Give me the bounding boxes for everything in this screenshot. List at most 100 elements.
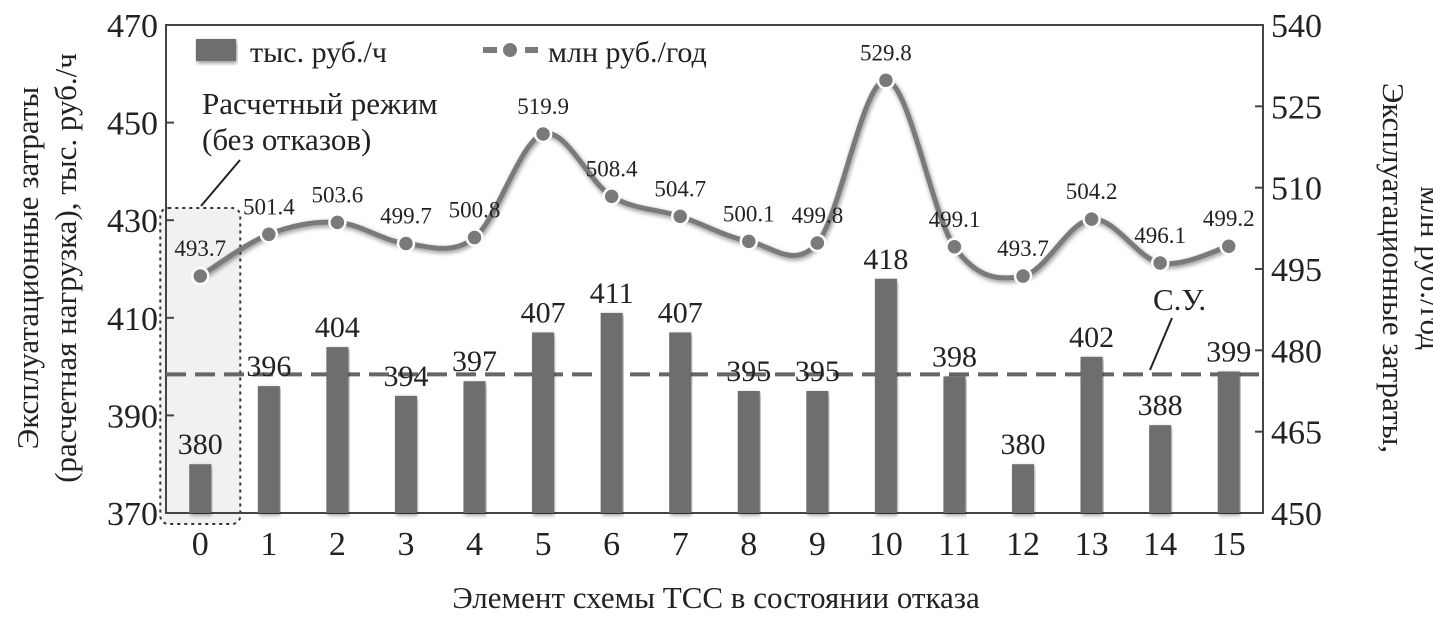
left-axis-title-line-2: (расчетная нагрузка), тыс. руб./ч [48, 53, 83, 483]
right-axis-title-line-2: млн руб./год [1414, 186, 1433, 350]
bar-value-label-14: 388 [1138, 389, 1183, 422]
right-tick-label-540: 540 [1271, 8, 1322, 45]
bar-value-label-10: 418 [863, 243, 908, 276]
x-tick-label-2: 2 [329, 526, 346, 563]
line-value-label-14: 496.1 [1134, 223, 1186, 248]
bar-9 [806, 391, 829, 513]
bar-value-label-11: 398 [932, 340, 977, 373]
reference-leader [1149, 317, 1173, 371]
x-tick-label-5: 5 [535, 526, 552, 563]
bar-value-label-3: 394 [383, 360, 428, 393]
line-value-label-2: 503.6 [312, 182, 364, 207]
line-value-label-4: 500.8 [449, 198, 501, 223]
bar-10 [874, 278, 897, 513]
right-tick-label-525: 525 [1271, 89, 1322, 126]
baseline-annotation: Расчетный режим (без отказов) [200, 86, 438, 207]
line-value-label-7: 504.7 [654, 176, 706, 201]
line-point-2 [328, 213, 347, 232]
right-tick-label-480: 480 [1271, 333, 1322, 370]
x-tick-label-4: 4 [466, 526, 483, 563]
line-value-label-0: 493.7 [174, 236, 226, 261]
bar-value-label-0: 380 [178, 428, 223, 461]
right-tick-label-510: 510 [1271, 171, 1322, 208]
right-tick-label-465: 465 [1271, 415, 1322, 452]
bar-value-label-9: 395 [795, 355, 840, 388]
bar-value-label-6: 411 [590, 277, 634, 310]
line-value-label-1: 501.4 [243, 194, 295, 219]
bar-series [189, 278, 1240, 513]
bar-value-label-4: 397 [452, 345, 497, 378]
left-tick-label-370: 370 [107, 496, 158, 533]
bar-0 [189, 464, 212, 513]
bar-12 [1012, 464, 1035, 513]
legend-line-marker [501, 41, 519, 59]
line-point-13 [1082, 209, 1101, 229]
x-tick-label-7: 7 [672, 526, 689, 563]
reference-line-label: С.У. [1153, 282, 1206, 317]
line-point-0 [191, 266, 210, 286]
line-point-10 [876, 71, 896, 90]
bar-1 [257, 386, 280, 513]
line-point-6 [602, 187, 621, 206]
line-value-label-13: 504.2 [1066, 179, 1118, 204]
bar-3 [394, 395, 417, 513]
x-tick-label-12: 12 [1006, 526, 1040, 563]
left-tick-label-430: 430 [107, 203, 158, 240]
annotation-line-1: Расчетный режим [202, 86, 438, 121]
line-value-label-6: 508.4 [586, 156, 638, 181]
x-tick-label-10: 10 [869, 526, 903, 563]
x-tick-label-1: 1 [260, 526, 277, 563]
line-point-1 [259, 225, 279, 244]
annotation-line-2: (без отказов) [202, 122, 371, 157]
x-tick-label-3: 3 [397, 526, 414, 563]
line-point-9 [808, 233, 827, 253]
annotation-leader [200, 159, 241, 207]
bar-14 [1149, 425, 1172, 513]
bar-11 [943, 376, 966, 513]
left-axis-title-line-1: Эксплуатационные затраты [10, 87, 45, 450]
x-tick-label-13: 13 [1075, 526, 1109, 563]
line-value-label-5: 519.9 [517, 94, 569, 119]
bar-4 [463, 381, 486, 513]
bar-8 [737, 391, 760, 513]
left-tick-label-410: 410 [107, 301, 158, 338]
bar-5 [532, 332, 555, 513]
line-value-label-11: 499.1 [929, 207, 981, 232]
line-point-3 [396, 234, 416, 253]
bar-value-label-12: 380 [1001, 428, 1046, 461]
line-value-label-10: 529.8 [860, 40, 912, 65]
x-tick-label-9: 9 [809, 526, 826, 563]
x-tick-label-8: 8 [740, 526, 757, 563]
bar-2 [326, 347, 349, 513]
x-tick-label-11: 11 [938, 526, 971, 563]
right-tick-label-450: 450 [1271, 496, 1322, 533]
line-point-15 [1219, 236, 1238, 256]
bar-value-label-2: 404 [315, 311, 360, 344]
left-tick-label-390: 390 [107, 398, 158, 435]
reference-label-group: С.У. [1149, 282, 1206, 371]
bar-value-label-13: 402 [1069, 321, 1114, 354]
x-tick-label-14: 14 [1143, 526, 1177, 563]
data-labels: 380 396 404 394 397 407 411 407 395 395 418 398 380 4… [174, 40, 1254, 461]
line-series [191, 71, 1238, 286]
x-axis-title: Элемент схемы ТСС в состоянии отказа [452, 580, 980, 615]
x-tick-label-0: 0 [192, 526, 209, 563]
legend-bar-swatch [196, 39, 236, 61]
line-point-7 [670, 207, 690, 226]
right-tick-label-495: 495 [1271, 252, 1322, 289]
bar-value-label-1: 396 [246, 350, 291, 383]
legend-line-label: млн руб./год [548, 36, 707, 69]
line-value-label-15: 499.2 [1203, 206, 1255, 231]
bar-6 [600, 312, 623, 513]
bar-13 [1080, 356, 1103, 513]
left-tick-label-470: 470 [107, 8, 158, 45]
x-tick-label-6: 6 [603, 526, 620, 563]
line-point-5 [533, 124, 553, 144]
line-value-label-9: 499.8 [791, 203, 843, 228]
axis-ticks: 3703904104304504704504654804955105255400… [107, 8, 1322, 563]
right-axis-title-line-1: Эксплуатационные затраты, [1376, 83, 1411, 453]
line-point-12 [1013, 266, 1033, 286]
baseline-highlight [159, 207, 242, 525]
bar-value-label-8: 395 [726, 355, 771, 388]
